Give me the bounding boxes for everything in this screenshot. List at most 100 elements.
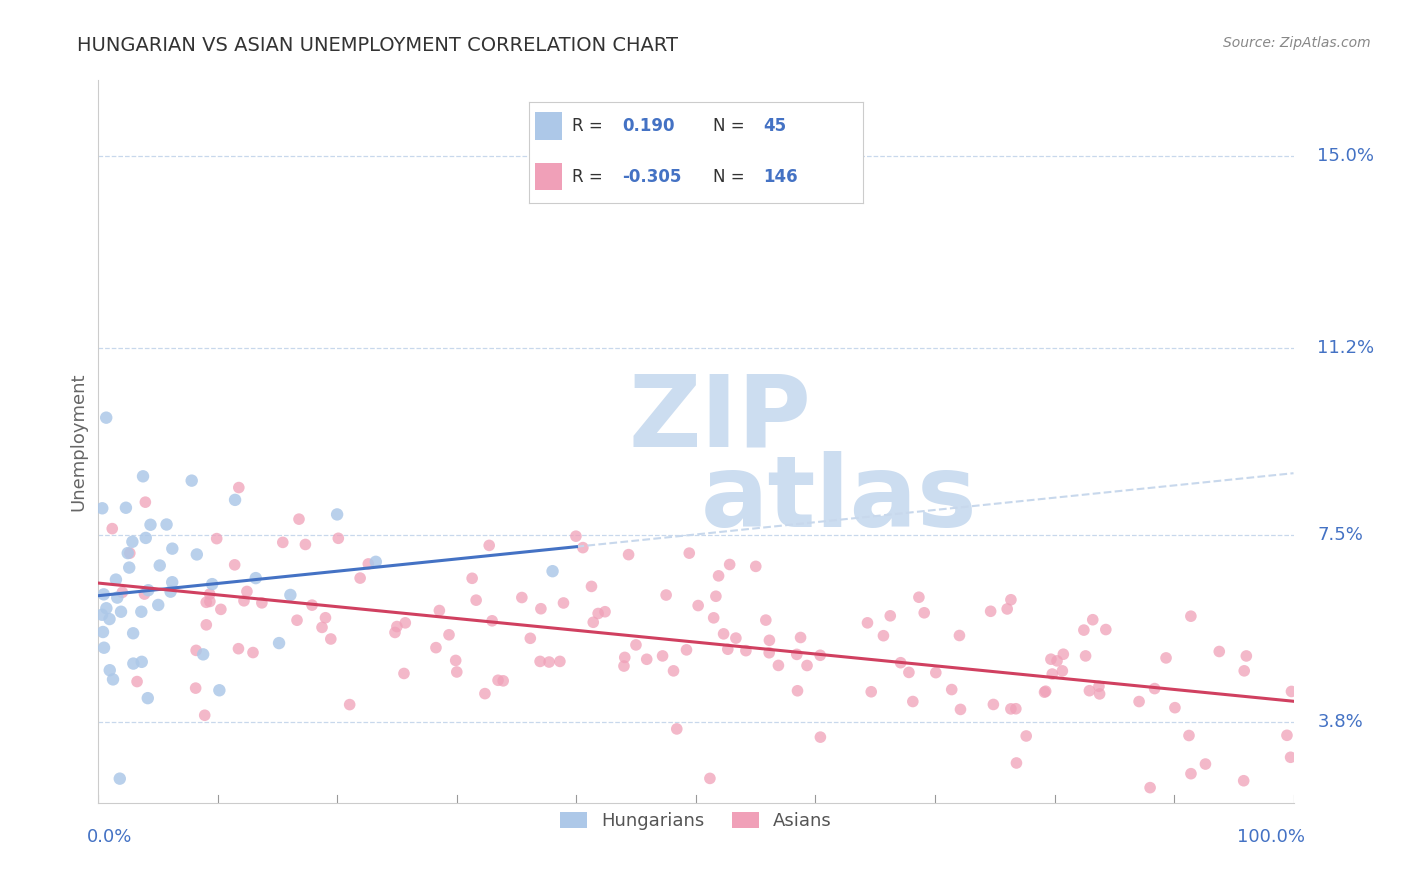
Point bbox=[548, 654, 571, 668]
Point bbox=[948, 628, 970, 642]
Point bbox=[755, 613, 778, 627]
Point bbox=[718, 558, 741, 572]
Point bbox=[796, 658, 818, 673]
Point bbox=[581, 579, 603, 593]
Point bbox=[1088, 687, 1111, 701]
Point bbox=[135, 531, 157, 545]
Point bbox=[983, 698, 1005, 712]
Point bbox=[768, 658, 790, 673]
Point bbox=[132, 469, 155, 483]
Point bbox=[91, 501, 114, 516]
Point bbox=[184, 681, 207, 695]
Point bbox=[1078, 683, 1101, 698]
Point bbox=[675, 643, 697, 657]
Legend: Hungarians, Asians: Hungarians, Asians bbox=[553, 805, 839, 837]
Point bbox=[1005, 756, 1028, 770]
Point bbox=[724, 631, 747, 645]
Point bbox=[125, 674, 148, 689]
Point bbox=[136, 691, 159, 706]
Point bbox=[808, 648, 831, 663]
Point bbox=[328, 531, 350, 545]
Point bbox=[1128, 694, 1150, 708]
Point bbox=[872, 629, 894, 643]
Point bbox=[717, 642, 740, 657]
Point bbox=[478, 538, 501, 552]
Point bbox=[384, 625, 406, 640]
Point bbox=[118, 546, 141, 560]
Text: ZIP: ZIP bbox=[628, 370, 811, 467]
Point bbox=[704, 589, 727, 603]
Point bbox=[122, 626, 145, 640]
Point bbox=[1052, 647, 1074, 661]
Point bbox=[593, 605, 616, 619]
Point bbox=[101, 522, 124, 536]
Point bbox=[245, 571, 267, 585]
Text: 15.0%: 15.0% bbox=[1317, 147, 1375, 165]
Point bbox=[191, 648, 214, 662]
Point bbox=[908, 591, 931, 605]
Point bbox=[538, 655, 561, 669]
Point bbox=[427, 603, 450, 617]
Point bbox=[1233, 664, 1256, 678]
Point bbox=[122, 657, 145, 671]
Point bbox=[707, 569, 730, 583]
Point bbox=[195, 618, 218, 632]
Point bbox=[311, 620, 333, 634]
Point bbox=[118, 560, 141, 574]
Point bbox=[136, 583, 159, 598]
Point bbox=[758, 633, 780, 648]
Point bbox=[572, 541, 595, 555]
Point bbox=[1178, 729, 1201, 743]
Text: 7.5%: 7.5% bbox=[1317, 526, 1364, 544]
Point bbox=[789, 631, 811, 645]
Point bbox=[879, 608, 901, 623]
Point bbox=[201, 577, 224, 591]
Point bbox=[1088, 679, 1111, 693]
Point bbox=[267, 636, 290, 650]
Point bbox=[808, 730, 831, 744]
Point bbox=[117, 546, 139, 560]
Point bbox=[392, 666, 415, 681]
Point bbox=[224, 558, 246, 572]
Point bbox=[446, 665, 468, 679]
Text: 0.0%: 0.0% bbox=[87, 828, 132, 847]
Point bbox=[860, 685, 883, 699]
Point bbox=[510, 591, 533, 605]
Point bbox=[465, 593, 488, 607]
Point bbox=[224, 492, 246, 507]
Point bbox=[326, 508, 349, 522]
Point bbox=[1035, 684, 1057, 698]
Point bbox=[444, 653, 467, 667]
Point bbox=[233, 594, 256, 608]
Point bbox=[1073, 623, 1095, 637]
Point bbox=[735, 643, 758, 657]
Point bbox=[703, 611, 725, 625]
Point bbox=[1040, 667, 1063, 681]
Point bbox=[1000, 592, 1022, 607]
Point bbox=[110, 605, 132, 619]
Point bbox=[1039, 652, 1062, 666]
Point bbox=[288, 512, 311, 526]
Point bbox=[688, 599, 710, 613]
Point bbox=[925, 665, 948, 680]
Point bbox=[101, 673, 124, 687]
Point bbox=[93, 640, 115, 655]
Point bbox=[678, 546, 700, 560]
Point bbox=[1139, 780, 1161, 795]
Point bbox=[541, 564, 564, 578]
Point bbox=[492, 673, 515, 688]
Point bbox=[1194, 757, 1216, 772]
Point bbox=[160, 575, 183, 590]
Point bbox=[394, 615, 416, 630]
Point bbox=[91, 625, 114, 640]
Point bbox=[205, 532, 228, 546]
Point bbox=[134, 495, 156, 509]
Point bbox=[437, 628, 460, 642]
Point bbox=[745, 559, 768, 574]
Text: 3.8%: 3.8% bbox=[1317, 713, 1364, 731]
Point bbox=[1046, 654, 1069, 668]
Point bbox=[148, 598, 170, 612]
Point bbox=[897, 665, 920, 680]
Point bbox=[1074, 648, 1097, 663]
Point bbox=[314, 611, 336, 625]
